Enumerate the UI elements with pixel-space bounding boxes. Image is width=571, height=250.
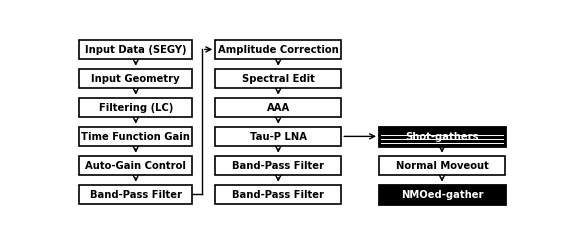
Text: AAA: AAA [267,103,290,113]
Text: NMOed-gather: NMOed-gather [401,190,483,200]
Text: Amplitude Correction: Amplitude Correction [218,45,339,55]
Text: Band-Pass Filter: Band-Pass Filter [90,190,182,200]
Text: Shot-gathers: Shot-gathers [405,132,478,142]
FancyBboxPatch shape [215,127,341,146]
FancyBboxPatch shape [79,185,192,204]
Text: Tau-P LNA: Tau-P LNA [250,132,307,142]
FancyBboxPatch shape [79,70,192,89]
FancyBboxPatch shape [215,40,341,60]
FancyBboxPatch shape [215,156,341,175]
FancyBboxPatch shape [215,70,341,89]
FancyBboxPatch shape [79,156,192,175]
FancyBboxPatch shape [379,156,505,175]
FancyBboxPatch shape [79,127,192,146]
FancyBboxPatch shape [215,185,341,204]
Text: Time Function Gain: Time Function Gain [81,132,190,142]
FancyBboxPatch shape [79,40,192,60]
Text: Spectral Edit: Spectral Edit [242,74,315,84]
FancyBboxPatch shape [215,98,341,117]
Text: Auto-Gain Control: Auto-Gain Control [85,161,186,171]
Text: Input Data (SEGY): Input Data (SEGY) [85,45,187,55]
FancyBboxPatch shape [379,127,505,146]
Text: Normal Moveout: Normal Moveout [396,161,488,171]
Text: Filtering (LC): Filtering (LC) [99,103,173,113]
FancyBboxPatch shape [79,98,192,117]
Text: Band-Pass Filter: Band-Pass Filter [232,190,324,200]
FancyBboxPatch shape [379,185,505,204]
Text: Input Geometry: Input Geometry [91,74,180,84]
Text: Band-Pass Filter: Band-Pass Filter [232,161,324,171]
